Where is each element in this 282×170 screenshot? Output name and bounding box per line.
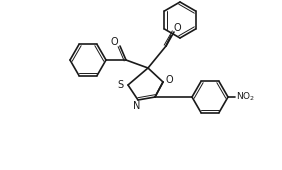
Text: O: O xyxy=(173,23,181,33)
Text: O: O xyxy=(165,75,173,85)
Text: O: O xyxy=(110,37,118,47)
Text: S: S xyxy=(117,80,123,90)
Text: NO$_2$: NO$_2$ xyxy=(236,91,255,103)
Text: N: N xyxy=(133,101,141,111)
